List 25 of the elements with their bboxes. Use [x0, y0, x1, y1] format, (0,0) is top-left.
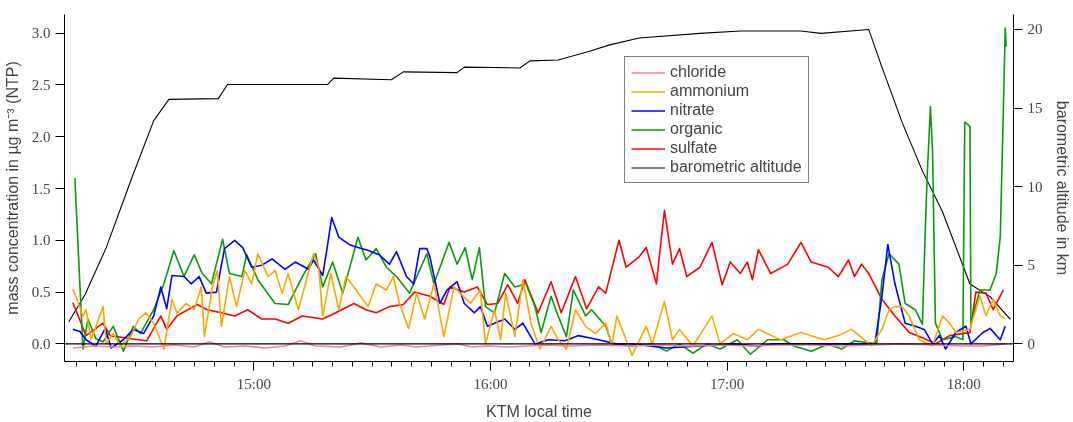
x-tick-label: 18:00 — [946, 375, 981, 392]
y-tick-label: 0.0 — [31, 335, 51, 352]
legend-label: chloride — [670, 63, 727, 81]
y-tick-label: 2.5 — [31, 76, 51, 93]
y-tick-label: 0.5 — [31, 284, 51, 301]
y-tick-label: 3.0 — [31, 25, 51, 42]
y2-tick-label: 0 — [1027, 335, 1035, 352]
legend-label: barometric altitude — [670, 158, 802, 176]
y2-tick-label: 15 — [1027, 100, 1043, 117]
legend-label: organic — [670, 120, 723, 138]
y2-tick-label: 5 — [1027, 257, 1035, 274]
x-tick-label: 17:00 — [710, 375, 745, 392]
y-axis-title: mass concentration in µg m⁻³ (NTP) — [3, 61, 21, 315]
y-tick-label: 1.5 — [31, 180, 51, 197]
legend-label: ammonium — [670, 82, 750, 100]
x-axis-title: KTM local time — [486, 402, 592, 420]
legend-label: nitrate — [670, 101, 715, 119]
x-tick-label: 15:00 — [236, 375, 271, 392]
y2-axis-title: barometric altitude in km — [1053, 100, 1071, 276]
y2-tick-label: 10 — [1027, 178, 1043, 195]
legend-label: sulfate — [670, 139, 718, 157]
y-tick-label: 1.0 — [31, 232, 51, 249]
y-tick-label: 2.0 — [31, 128, 51, 145]
x-tick-label: 16:00 — [473, 375, 508, 392]
y2-tick-label: 20 — [1027, 21, 1043, 38]
